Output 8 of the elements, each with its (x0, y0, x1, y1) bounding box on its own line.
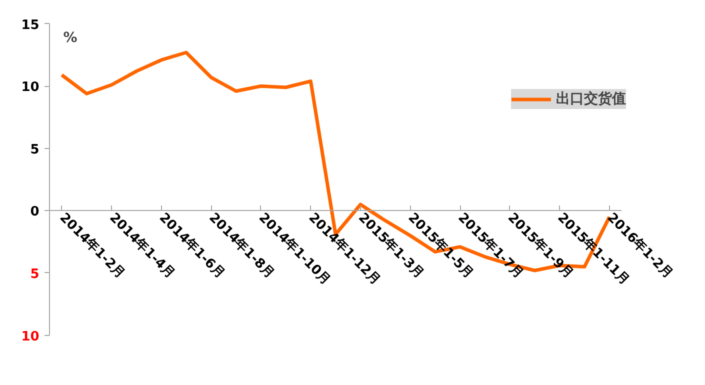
y-tick-label: 10 (21, 80, 40, 96)
y-tick-label: 5 (30, 142, 40, 158)
y-tick-label: 5 (30, 266, 40, 282)
y-tick-label: 10 (21, 329, 40, 344)
annotation: % (63, 30, 78, 46)
y-tick-label: 15 (21, 18, 40, 33)
y-tick-label: 0 (30, 204, 40, 220)
legend-label: 出口交货值 (556, 90, 626, 108)
